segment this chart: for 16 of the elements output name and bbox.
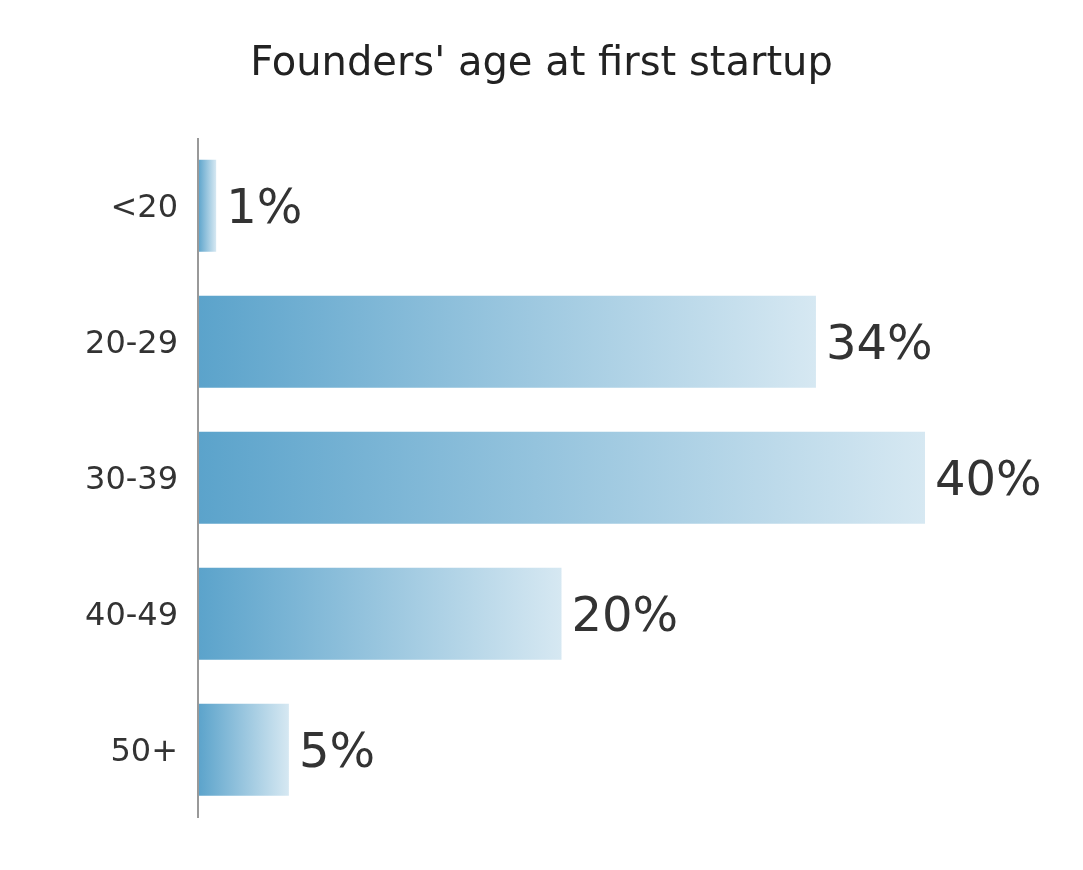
y-tick-label: 40-49 xyxy=(85,595,178,634)
data-label: 34% xyxy=(825,313,933,370)
data-label: 40% xyxy=(935,449,1042,506)
data-label: 20% xyxy=(571,585,679,642)
data-label: 5% xyxy=(298,721,376,778)
y-tick-label: 50+ xyxy=(110,731,178,770)
bar xyxy=(198,431,925,524)
bar xyxy=(198,703,289,796)
y-tick-label: 30-39 xyxy=(85,459,178,498)
bar xyxy=(198,567,562,660)
chart-title: Founders' age at first startup xyxy=(249,37,834,86)
bar xyxy=(198,295,816,388)
y-tick-label: 20-29 xyxy=(85,323,178,362)
bar xyxy=(198,159,217,252)
y-tick-label: <20 xyxy=(110,187,178,226)
data-label: 1% xyxy=(226,177,303,234)
